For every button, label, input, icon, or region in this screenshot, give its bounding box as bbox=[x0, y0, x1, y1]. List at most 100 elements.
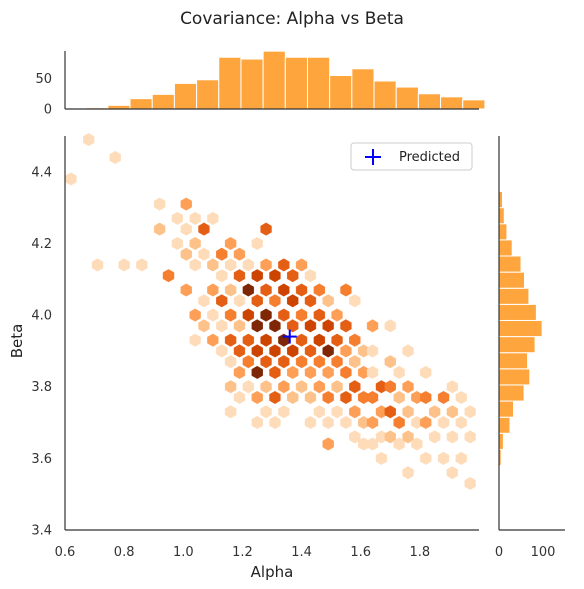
hexbin-cell bbox=[180, 283, 192, 297]
hexbin-cell bbox=[153, 222, 166, 236]
hexbin-cell bbox=[242, 308, 255, 322]
right-histogram-bar bbox=[498, 384, 525, 402]
hexbin-cell bbox=[180, 247, 192, 261]
hexbin-cell bbox=[455, 451, 467, 465]
hexbin-cell bbox=[384, 380, 396, 394]
right-x-tick-labels: 0 100 bbox=[495, 545, 556, 560]
hexbin-cell bbox=[295, 355, 308, 369]
hexbin-layer bbox=[65, 133, 476, 490]
hexbin-cell bbox=[313, 333, 325, 347]
hexbin-cell bbox=[287, 390, 299, 405]
hexbin-cell bbox=[251, 236, 263, 251]
hexbin-cell bbox=[260, 222, 272, 236]
hexbin-cell bbox=[65, 172, 77, 186]
hexbin-panel: 0.6 0.8 1.0 1.2 1.4 1.6 1.8 3.4 3.6 3.8 4.0 4.2 4.4… bbox=[8, 133, 479, 581]
hexbin-cell bbox=[287, 365, 299, 379]
right-marginal-histogram: 0 100 bbox=[495, 136, 565, 560]
hexbin-cell bbox=[189, 236, 201, 251]
hexbin-cell bbox=[287, 294, 299, 308]
hexbin-cell bbox=[384, 355, 396, 369]
top-histogram-bar bbox=[284, 56, 308, 110]
top-y-tick-label: 0 bbox=[44, 103, 52, 118]
hexbin-cell bbox=[224, 405, 237, 419]
hexbin-cell bbox=[455, 415, 467, 430]
hexbin-cell bbox=[278, 405, 290, 419]
hexbin-cell bbox=[340, 390, 352, 405]
top-histogram-bar bbox=[306, 56, 331, 110]
hexbin-cell bbox=[313, 308, 325, 322]
hexbin-cell bbox=[304, 269, 317, 283]
hexbin-cell bbox=[322, 294, 334, 308]
x-tick-labels: 0.6 0.8 1.0 1.2 1.4 1.6 1.8 bbox=[55, 545, 431, 560]
hexbin-cell bbox=[216, 319, 228, 333]
y-tick-label: 3.6 bbox=[31, 452, 52, 467]
hexbin-cell bbox=[198, 294, 210, 308]
hexbin-cell bbox=[269, 344, 281, 358]
hexbin-cell bbox=[242, 283, 255, 297]
hexbin-cell bbox=[260, 380, 272, 394]
right-histogram-bar bbox=[498, 368, 531, 386]
hexbin-cell bbox=[384, 430, 396, 444]
legend-label-predicted: Predicted bbox=[399, 150, 460, 165]
hexbin-cell bbox=[420, 365, 432, 379]
hexbin-cell bbox=[233, 319, 246, 333]
hexbin-cell bbox=[136, 258, 148, 272]
top-histogram-bar bbox=[240, 58, 264, 110]
x-tick-label: 1.8 bbox=[410, 545, 431, 560]
hexbin-cell bbox=[260, 283, 272, 297]
top-histogram-bar bbox=[462, 99, 486, 110]
hexbin-cell bbox=[189, 258, 201, 272]
hexbin-cell bbox=[464, 430, 476, 444]
hexbin-cell bbox=[216, 269, 228, 283]
hexbin-cell bbox=[180, 197, 192, 211]
right-histogram-bar bbox=[498, 400, 515, 418]
hexbin-cell bbox=[331, 355, 343, 369]
hexbin-cell bbox=[242, 380, 255, 394]
hexbin-cell bbox=[420, 390, 432, 405]
hexbin-cell bbox=[242, 355, 255, 369]
hexbin-cell bbox=[278, 355, 290, 369]
hexbin-cell bbox=[260, 308, 272, 322]
top-histogram-bar bbox=[129, 98, 153, 110]
hexbin-cell bbox=[446, 380, 458, 394]
top-histogram-bar bbox=[417, 93, 442, 110]
hexbin-cell bbox=[260, 333, 272, 347]
hexbin-cell bbox=[242, 333, 255, 347]
top-histogram-bar bbox=[151, 93, 175, 110]
y-tick-label: 3.8 bbox=[31, 380, 52, 395]
hexbin-cell bbox=[366, 365, 379, 379]
hexbin-cell bbox=[251, 365, 263, 379]
hexbin-cell bbox=[216, 344, 228, 358]
x-tick-label: 1.0 bbox=[173, 545, 194, 560]
hexbin-cell bbox=[322, 437, 334, 451]
hexbin-cell bbox=[331, 380, 343, 394]
top-histogram-bar bbox=[373, 80, 397, 110]
hexbin-cell bbox=[402, 466, 414, 480]
hexbin-cell bbox=[304, 294, 317, 308]
hexbin-cell bbox=[82, 133, 95, 147]
hexbin-cell bbox=[340, 415, 352, 430]
hexbin-cell bbox=[216, 294, 228, 308]
hexbin-cell bbox=[304, 365, 317, 379]
hexbin-cell bbox=[402, 405, 414, 419]
hexbin-cell bbox=[295, 308, 308, 322]
hexbin-cell bbox=[304, 390, 317, 405]
top-y-tick-label: 50 bbox=[35, 72, 52, 87]
legend-box bbox=[350, 142, 473, 171]
right-bars bbox=[498, 191, 543, 467]
hexbin-cell bbox=[207, 211, 219, 225]
hexbin-cell bbox=[224, 258, 237, 272]
hexbin-cell bbox=[269, 294, 281, 308]
top-histogram-bar bbox=[218, 56, 242, 110]
hexbin-cell bbox=[340, 365, 352, 379]
hexbin-cell bbox=[251, 390, 263, 405]
top-histogram-bar bbox=[440, 96, 464, 110]
hexbin-cell bbox=[304, 319, 317, 333]
hexbin-cell bbox=[429, 430, 441, 444]
hexbin-cell bbox=[446, 405, 458, 419]
y-tick-label: 4.0 bbox=[31, 309, 52, 324]
hexbin-cell bbox=[260, 405, 272, 419]
hexbin-cell bbox=[224, 333, 237, 347]
hexbin-cell bbox=[446, 466, 458, 480]
hexbin-cell bbox=[402, 430, 414, 444]
